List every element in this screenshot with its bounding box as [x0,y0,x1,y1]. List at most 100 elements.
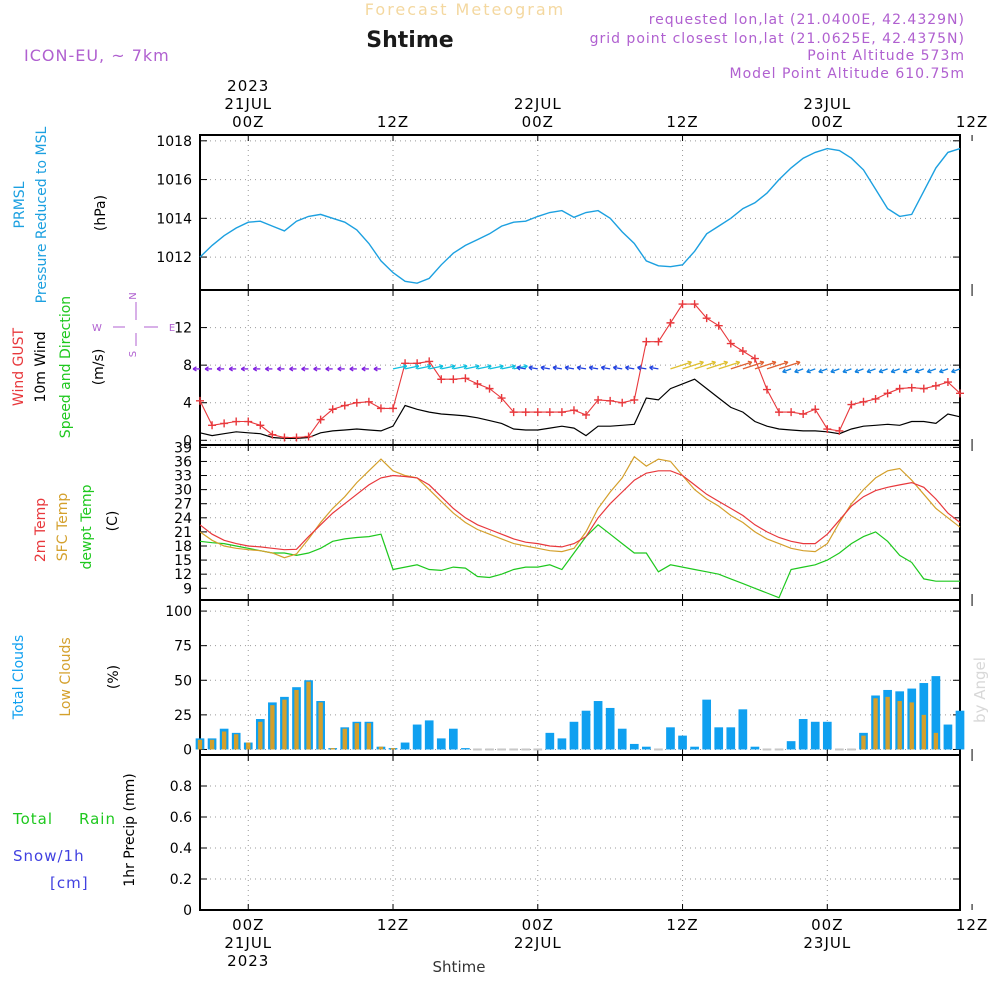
total-cloud-bar [931,676,941,750]
temp-ytick-label: 15 [174,553,192,569]
low-cloud-bar [246,742,251,750]
wind-ytick-label: 12 [174,321,192,337]
wind-arrow-head [361,366,366,372]
wind-gust-point [545,408,554,417]
bottom-time-label: 00Z [232,916,264,934]
wind-arrow-head [301,366,306,372]
top-time-label: 12Z [666,113,698,131]
low-cloud-bar [209,739,215,750]
wind-gust-point [208,421,217,430]
wind-gust-point [871,394,880,403]
wind-arrow-head [463,364,468,370]
wind-arrow [806,368,816,373]
precip-ytick-label: 0.2 [170,872,192,888]
wind-arrow [939,368,949,373]
wind-arrow [670,361,692,370]
wind-arrow [778,361,801,370]
low-cloud-bar [197,739,203,750]
wind-gust-point [895,384,904,393]
wind-gust-point [654,337,663,346]
temp-ytick-label: 30 [174,483,192,499]
wind-arrow [782,368,792,373]
pressure-frame [199,134,961,291]
bottom-time-label: 12Z [956,916,988,934]
wind-arrow-head [228,366,233,372]
temp-frame [199,444,961,601]
precip-total-label: Total [12,810,53,828]
wind-dir-label: Speed and Direction [58,296,74,438]
wind-arrow-head [818,368,823,374]
wind-gust-point [738,347,747,356]
compass-w: W [92,323,102,334]
wind-arrow-head [204,366,209,372]
wind-arrow-head [487,364,492,370]
total-cloud-bar [593,701,603,750]
wind-arrow-head [890,368,896,374]
wind-arrow-head [540,365,545,371]
total-cloud-bar [943,724,953,750]
bottom-time-label: 00Z [522,916,554,934]
wind-ytick-label: 4 [183,396,192,412]
precip-ytick-label: 0.6 [170,810,192,826]
wind-arrow [501,365,516,370]
total-cloud-bar [569,721,579,750]
clouds-ytick-label: 100 [165,604,192,620]
wind-gust-point [256,421,265,430]
total-cloud-bar [545,732,555,750]
wind-arrow-head [192,366,197,372]
wind-arrow [392,365,407,370]
total-clouds-label: Total Clouds [11,635,27,720]
wind-arrow-head [564,365,570,371]
wind-arrow-head [240,366,246,372]
wind-arrow [766,361,789,370]
temp-ytick-label: 21 [174,525,192,541]
total-cloud-bar [738,709,748,750]
bottom-time-label: 22JUL [514,934,562,952]
bottom-time-label: 12Z [666,916,698,934]
wind-gust-point [569,406,578,415]
wind-gust-point [352,398,361,407]
wind-arrow [854,368,864,373]
wind-arrow-head [499,364,504,370]
compass-s: S [128,351,139,357]
precip-frame [199,754,961,911]
total-cloud-bar [955,710,965,750]
wind-ytick-label: 8 [183,358,192,374]
wind-gust-point [232,417,241,426]
low-cloud-bar [221,731,227,750]
pressure-ytick-label: 1018 [156,134,192,150]
wind-arrow-head [711,360,717,366]
wind-arrow [878,368,888,373]
low-cloud-bar [909,702,914,750]
wind-arrow [706,361,728,370]
wind-arrow-head [687,360,692,366]
compass-n: N [128,292,139,299]
wind-arrow [552,366,563,370]
wind-arrow-head [576,365,582,371]
wind-arrow [694,361,716,370]
wind-gust-point [509,408,518,417]
low-cloud-bar [885,696,890,750]
wind-arrow [903,368,912,373]
wind-gust-point [340,401,349,410]
wind-gust-point [268,430,277,439]
wind-arrow-head [373,366,378,372]
wind-arrow [540,366,550,370]
wind-gust-point [835,426,844,435]
temp-dewpoint-series [199,524,960,599]
temp-ytick-label: 12 [174,567,192,583]
compass-e: E [169,323,175,334]
wind-arrow [830,368,840,373]
wind-arrow-head [914,368,920,374]
wind-arrow-head [866,368,872,374]
total-cloud-bar [798,719,808,750]
low-cloud-bar [390,748,396,750]
total-cloud-bar [678,735,687,750]
wind-arrow [730,361,752,370]
top-time-label: 12Z [956,113,988,131]
wind-arrow-head [349,366,354,372]
low-cloud-bar [861,735,866,750]
low-cloud-bar [897,701,902,750]
